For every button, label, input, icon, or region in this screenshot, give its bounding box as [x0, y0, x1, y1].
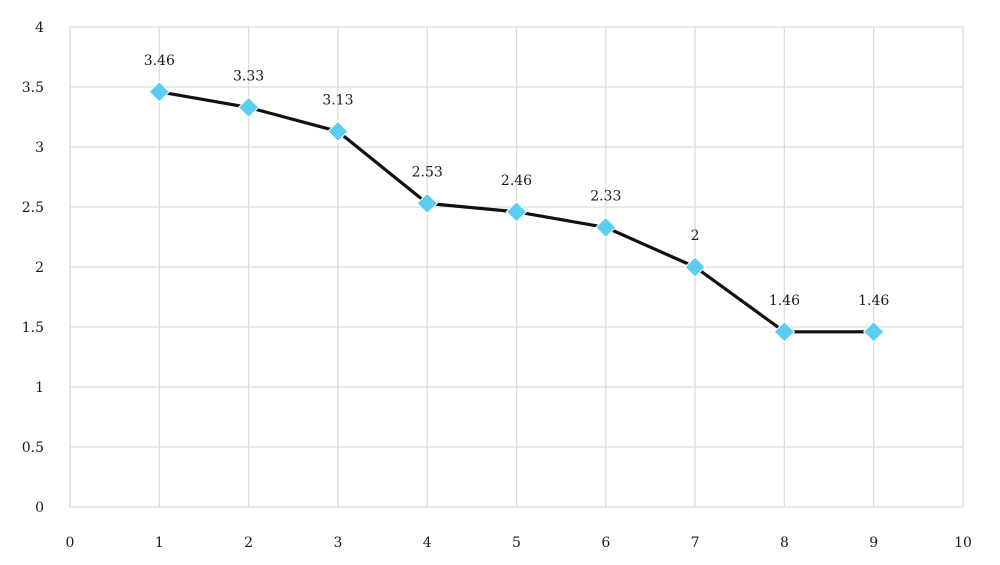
series-markers — [148, 81, 885, 343]
y-tick-label: 0 — [35, 500, 44, 516]
data-label: 2.33 — [590, 188, 621, 204]
y-tick-label: 3 — [35, 140, 44, 156]
data-point-marker — [595, 216, 617, 239]
data-label: 1.46 — [858, 293, 889, 309]
data-point-marker — [505, 201, 528, 223]
x-axis-ticks: 0 1 2 3 4 5 6 7 8 9 10 — [66, 535, 972, 551]
y-axis-ticks: 0 0.5 1 1.5 2 2.5 3 3.5 4 — [22, 20, 44, 516]
data-point-marker — [148, 81, 171, 103]
x-tick-label: 1 — [155, 535, 164, 551]
x-tick-label: 4 — [423, 535, 432, 551]
data-point-marker — [416, 192, 438, 215]
x-tick-label: 6 — [601, 535, 610, 551]
x-tick-label: 3 — [333, 535, 342, 551]
x-tick-label: 5 — [512, 535, 521, 551]
data-label: 2 — [691, 228, 700, 244]
y-tick-label: 1 — [35, 380, 44, 396]
x-tick-label: 9 — [869, 535, 878, 551]
data-label: 3.46 — [144, 53, 175, 69]
data-point-marker — [773, 321, 796, 343]
data-label: 1.46 — [769, 293, 800, 309]
data-point-marker — [862, 321, 885, 343]
data-label: 2.53 — [412, 164, 443, 180]
data-label: 3.13 — [322, 92, 353, 108]
data-labels: 3.46 3.33 3.13 2.53 2.46 2.33 2 1.46 1.46 — [144, 53, 890, 309]
x-tick-label: 7 — [691, 535, 700, 551]
data-label: 2.46 — [501, 173, 532, 189]
x-tick-label: 2 — [244, 535, 253, 551]
data-label: 3.33 — [233, 68, 264, 84]
y-tick-label: 2 — [35, 260, 44, 276]
x-tick-label: 8 — [780, 535, 789, 551]
x-tick-label: 0 — [66, 535, 75, 551]
data-point-marker — [237, 96, 260, 119]
y-tick-label: 4 — [35, 20, 44, 36]
data-point-marker — [327, 120, 349, 143]
y-tick-label: 1.5 — [22, 320, 44, 336]
y-tick-label: 2.5 — [22, 200, 44, 216]
data-point-marker — [684, 256, 706, 278]
x-tick-label: 10 — [954, 535, 972, 551]
y-tick-label: 3.5 — [22, 80, 44, 96]
y-tick-label: 0.5 — [22, 440, 44, 456]
